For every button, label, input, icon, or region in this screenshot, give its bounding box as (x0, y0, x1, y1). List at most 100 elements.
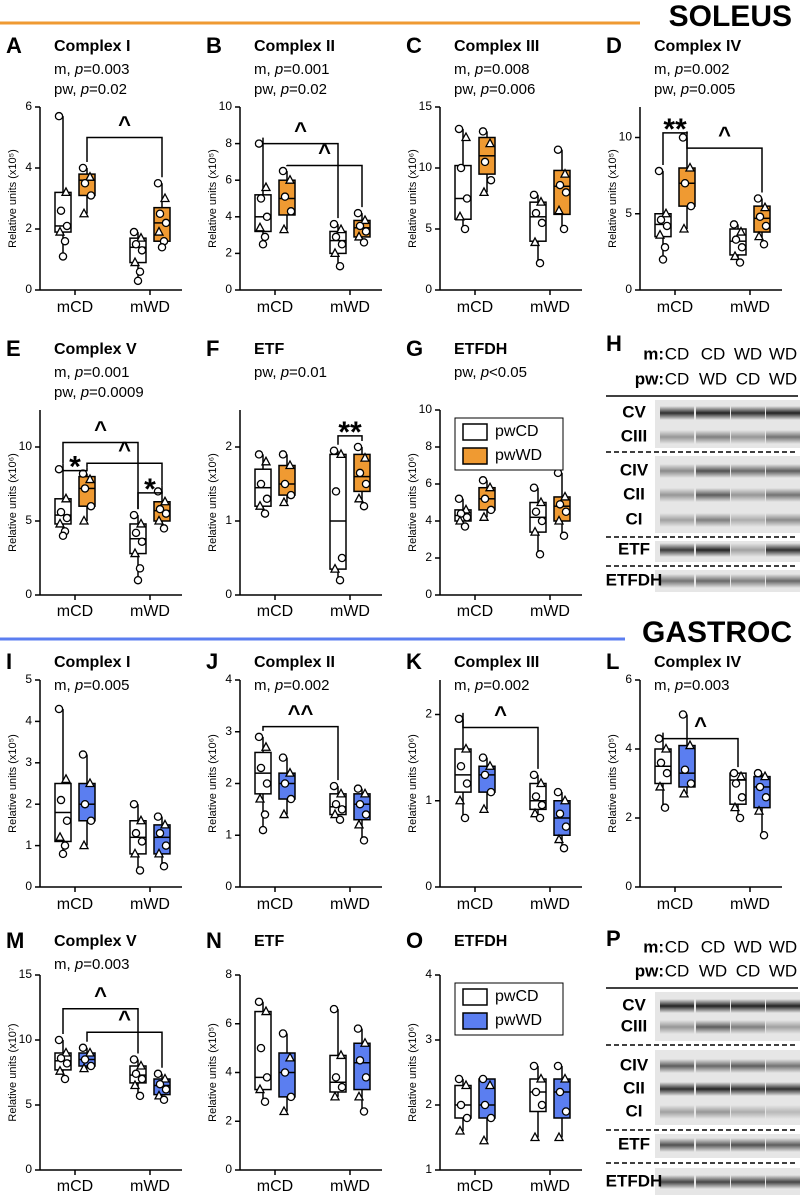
data-point (155, 828, 165, 838)
data-point (684, 739, 696, 750)
data-point (84, 777, 96, 788)
x-tick-label: mWD (130, 1178, 170, 1195)
data-point (286, 794, 296, 804)
data-point (335, 261, 345, 271)
data-point (529, 483, 539, 492)
data-point (478, 511, 490, 521)
data-point (84, 473, 96, 484)
data-point (256, 194, 266, 203)
panel-letter: A (6, 33, 22, 58)
data-point (678, 710, 688, 719)
blot-band (660, 999, 694, 1013)
data-point (460, 224, 470, 234)
data-point (131, 528, 141, 538)
y-tick-label: 10 (419, 402, 433, 416)
blot-band (766, 430, 800, 444)
y-axis-label: Relative units (x10⁶) (407, 453, 419, 552)
data-point (456, 762, 466, 771)
y-tick-label: 3 (25, 755, 32, 769)
data-point (359, 787, 371, 798)
bracket (262, 137, 339, 219)
lane-label: CD (701, 344, 726, 363)
section-title: SOLEUS (669, 0, 792, 33)
data-point (737, 793, 747, 802)
data-point (537, 218, 547, 228)
data-point (278, 450, 288, 459)
x-tick-label: mCD (657, 896, 693, 913)
x-tick-label: mCD (57, 896, 93, 913)
data-point (329, 247, 341, 258)
y-tick-label: 6 (225, 1016, 232, 1030)
data-point (131, 239, 141, 249)
blot-band (766, 999, 800, 1013)
data-point (735, 813, 745, 823)
y-tick-label: 2 (225, 439, 232, 453)
chart-title: Complex I (54, 38, 130, 55)
data-point (737, 243, 747, 252)
chart-title: Complex I (54, 654, 130, 671)
legend-label: pwWD (495, 1012, 542, 1029)
significance-label: ^ (718, 122, 731, 147)
panel-letter: J (206, 649, 218, 674)
data-point (129, 1055, 139, 1064)
data-point (559, 531, 569, 541)
data-point (361, 227, 371, 236)
y-tick-label: 6 (225, 172, 232, 186)
data-point (337, 805, 347, 814)
blot-band (731, 1175, 765, 1189)
lane-label: WD (769, 961, 797, 980)
data-point (355, 799, 365, 809)
x-tick-label: mWD (530, 299, 570, 316)
data-point (78, 750, 88, 759)
data-point (359, 452, 371, 462)
data-point (761, 221, 771, 231)
y-tick-label: 10 (619, 130, 633, 144)
data-point (56, 1053, 66, 1063)
data-point (535, 258, 545, 268)
data-point (529, 236, 541, 247)
data-point (335, 1049, 347, 1060)
bracket (137, 485, 163, 510)
data-point (329, 446, 339, 455)
x-tick-label: mWD (130, 896, 170, 913)
data-point (284, 459, 296, 470)
data-point (484, 481, 496, 492)
y-tick-label: 10 (219, 99, 233, 113)
significance-label: ^ (294, 117, 307, 142)
data-point (60, 186, 72, 197)
bracket (262, 725, 339, 781)
data-point (155, 209, 165, 218)
data-point (278, 1029, 288, 1038)
data-point (254, 450, 264, 459)
y-tick-label: 2 (625, 810, 632, 824)
blot-band (731, 1020, 765, 1034)
x-tick-label: mCD (457, 299, 493, 316)
data-point (480, 1100, 490, 1110)
data-point (662, 221, 672, 231)
blot-band (766, 513, 800, 527)
blot-band (731, 1082, 765, 1096)
data-point (256, 763, 266, 773)
data-point (262, 212, 272, 222)
data-point (353, 1090, 365, 1101)
lane-label: CD (665, 937, 690, 956)
data-point (129, 799, 139, 809)
protein-label: ETFDH (606, 570, 663, 589)
data-point (254, 221, 266, 232)
y-tick-label: 10 (19, 1032, 33, 1046)
bracket (662, 732, 739, 768)
data-point (256, 1043, 266, 1053)
data-point (486, 787, 496, 797)
data-point (529, 190, 539, 200)
protein-label: CV (622, 995, 646, 1014)
data-point (353, 208, 363, 218)
data-point (454, 515, 466, 525)
y-axis-label: Relative units (x10⁶) (7, 453, 19, 552)
blot-band (731, 1138, 765, 1152)
data-point (729, 250, 741, 261)
y-tick-label: 2 (225, 1113, 232, 1127)
y-tick-label: 2 (425, 550, 432, 564)
data-point (531, 208, 541, 218)
data-point (54, 831, 66, 841)
